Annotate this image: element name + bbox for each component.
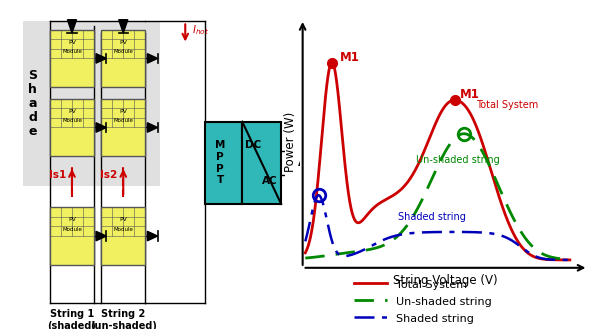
Text: Module: Module bbox=[62, 118, 82, 123]
Bar bbox=[50, 99, 94, 156]
Text: String 1
(shaded): String 1 (shaded) bbox=[47, 309, 97, 329]
Bar bbox=[23, 21, 160, 186]
Text: Un-shaded string: Un-shaded string bbox=[416, 155, 500, 165]
Bar bbox=[242, 122, 281, 204]
Text: M1: M1 bbox=[460, 88, 480, 101]
Text: String 2
(un-shaded): String 2 (un-shaded) bbox=[90, 309, 157, 329]
Bar bbox=[101, 207, 145, 265]
Text: M
P
P
T: M P P T bbox=[215, 140, 225, 185]
Text: Module: Module bbox=[62, 49, 82, 54]
Text: $I_{hot}$: $I_{hot}$ bbox=[193, 23, 209, 37]
Text: DC: DC bbox=[245, 140, 261, 150]
Bar bbox=[205, 122, 242, 204]
Text: PV: PV bbox=[68, 40, 76, 45]
Text: M1: M1 bbox=[340, 51, 360, 63]
Text: AC: AC bbox=[298, 158, 315, 168]
Bar bbox=[101, 99, 145, 156]
Text: PV: PV bbox=[119, 40, 127, 45]
Text: Module: Module bbox=[62, 227, 82, 232]
Text: AC: AC bbox=[262, 176, 278, 186]
Text: PV: PV bbox=[119, 217, 127, 222]
Text: PV: PV bbox=[119, 109, 127, 114]
Text: Module: Module bbox=[113, 118, 133, 123]
Polygon shape bbox=[148, 123, 158, 132]
Bar bbox=[50, 207, 94, 265]
Polygon shape bbox=[96, 231, 106, 241]
Text: PV: PV bbox=[68, 109, 76, 114]
Legend: Total System, Un-shaded string, Shaded string: Total System, Un-shaded string, Shaded s… bbox=[349, 274, 496, 328]
Bar bbox=[50, 30, 94, 87]
Text: Module: Module bbox=[113, 49, 133, 54]
Polygon shape bbox=[67, 20, 77, 33]
Text: Module: Module bbox=[113, 227, 133, 232]
Polygon shape bbox=[119, 20, 128, 33]
Bar bbox=[101, 30, 145, 87]
Text: PV: PV bbox=[68, 217, 76, 222]
Text: S
h
a
d
e: S h a d e bbox=[28, 69, 37, 138]
Polygon shape bbox=[96, 123, 106, 132]
Polygon shape bbox=[148, 231, 158, 241]
Polygon shape bbox=[96, 54, 106, 63]
Text: Shaded string: Shaded string bbox=[398, 212, 466, 222]
Polygon shape bbox=[148, 54, 158, 63]
Text: Is2: Is2 bbox=[100, 170, 118, 181]
X-axis label: String Voltage (V): String Voltage (V) bbox=[393, 274, 498, 287]
Text: Is1: Is1 bbox=[49, 170, 66, 181]
Text: Total System: Total System bbox=[476, 100, 538, 110]
Y-axis label: Power (W): Power (W) bbox=[284, 111, 297, 172]
